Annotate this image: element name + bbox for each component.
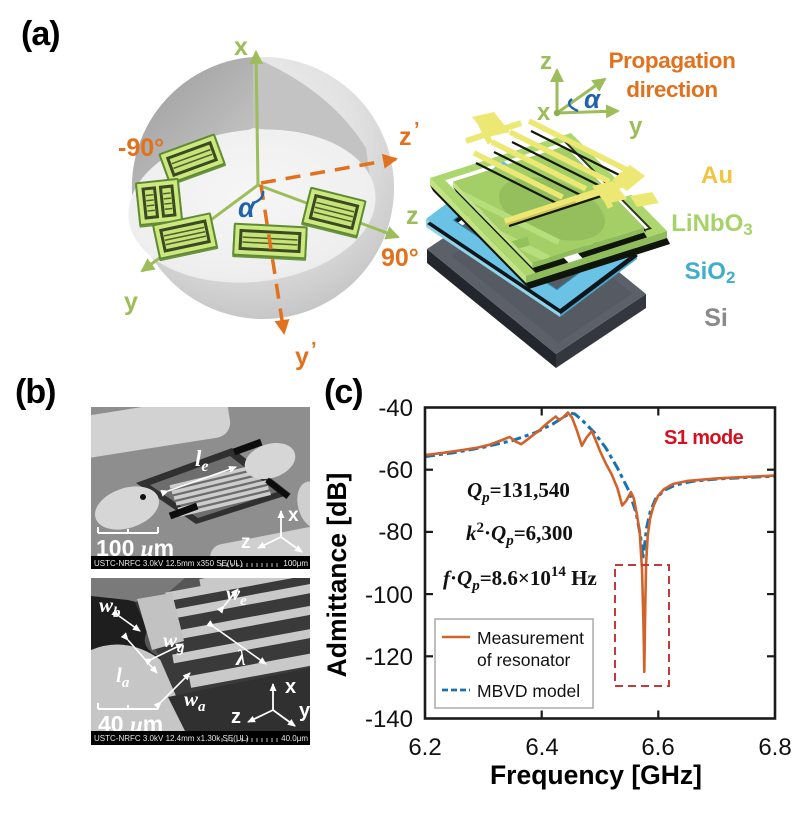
svg-text:z: z [399,123,412,151]
svg-text:y: y [124,288,138,316]
svg-text:x: x [288,505,299,526]
svg-text:Frequency [GHz]: Frequency [GHz] [490,760,702,790]
svg-text:(a): (a) [21,15,60,53]
svg-text:-140: -140 [365,706,413,733]
svg-text:6.8: 6.8 [758,734,791,761]
svg-text:z: z [406,202,419,230]
svg-text:direction: direction [626,77,717,102]
svg-text:Admittance [dB]: Admittance [dB] [322,473,352,678]
svg-text:x: x [285,676,296,698]
svg-text:S1 mode: S1 mode [664,427,744,449]
svg-text:40.0μm: 40.0μm [281,734,308,743]
svg-text:-80: -80 [378,519,413,546]
svg-text:6.4: 6.4 [525,734,558,761]
svg-text:Measurement: Measurement [477,628,584,648]
svg-text:α: α [238,193,256,223]
svg-text:(c): (c) [324,373,363,411]
svg-text:-40: -40 [378,395,413,422]
svg-text:LiNbO3: LiNbO3 [671,210,752,239]
svg-text:z: z [540,48,552,75]
svg-text:’: ’ [311,339,317,361]
svg-text:y: y [299,700,311,722]
svg-text:’: ’ [414,119,420,141]
svg-text:-100: -100 [365,582,413,609]
svg-text:-120: -120 [365,644,413,671]
svg-text:-90°: -90° [118,134,164,162]
svg-text:α: α [584,84,602,114]
svg-text:z: z [231,706,241,728]
svg-text:f·Qp=8.6×1014 Hz: f·Qp=8.6×1014 Hz [443,564,597,594]
svg-text:x: x [234,33,248,61]
svg-text:Qp=131,540: Qp=131,540 [467,478,570,506]
svg-text:k2·Qp=6,300: k2·Qp=6,300 [466,520,573,549]
svg-text:MBVD model: MBVD model [477,681,580,701]
svg-text:USTC-NRFC 3.0kV 12.5mm x350 SE: USTC-NRFC 3.0kV 12.5mm x350 SE(UL) [94,559,243,568]
svg-text:z: z [241,532,251,553]
svg-text:USTC-NRFC 3.0kV 12.4mm x1.30k: USTC-NRFC 3.0kV 12.4mm x1.30k SE(UL) [94,734,249,743]
svg-text:6.6: 6.6 [641,734,674,761]
svg-text:x: x [537,99,551,126]
svg-text:Au: Au [701,162,733,189]
svg-text:Propagation: Propagation [609,48,736,73]
svg-text:100μm: 100μm [283,559,308,568]
svg-text:Si: Si [704,304,728,332]
svg-text:y: y [295,343,309,371]
svg-text:90°: 90° [381,244,419,272]
svg-text:λ: λ [235,645,246,670]
svg-text:6.2: 6.2 [408,734,441,761]
svg-text:-60: -60 [378,457,413,484]
svg-text:of resonator: of resonator [477,650,571,670]
svg-text:y: y [629,113,643,140]
svg-text:(b): (b) [15,373,55,411]
